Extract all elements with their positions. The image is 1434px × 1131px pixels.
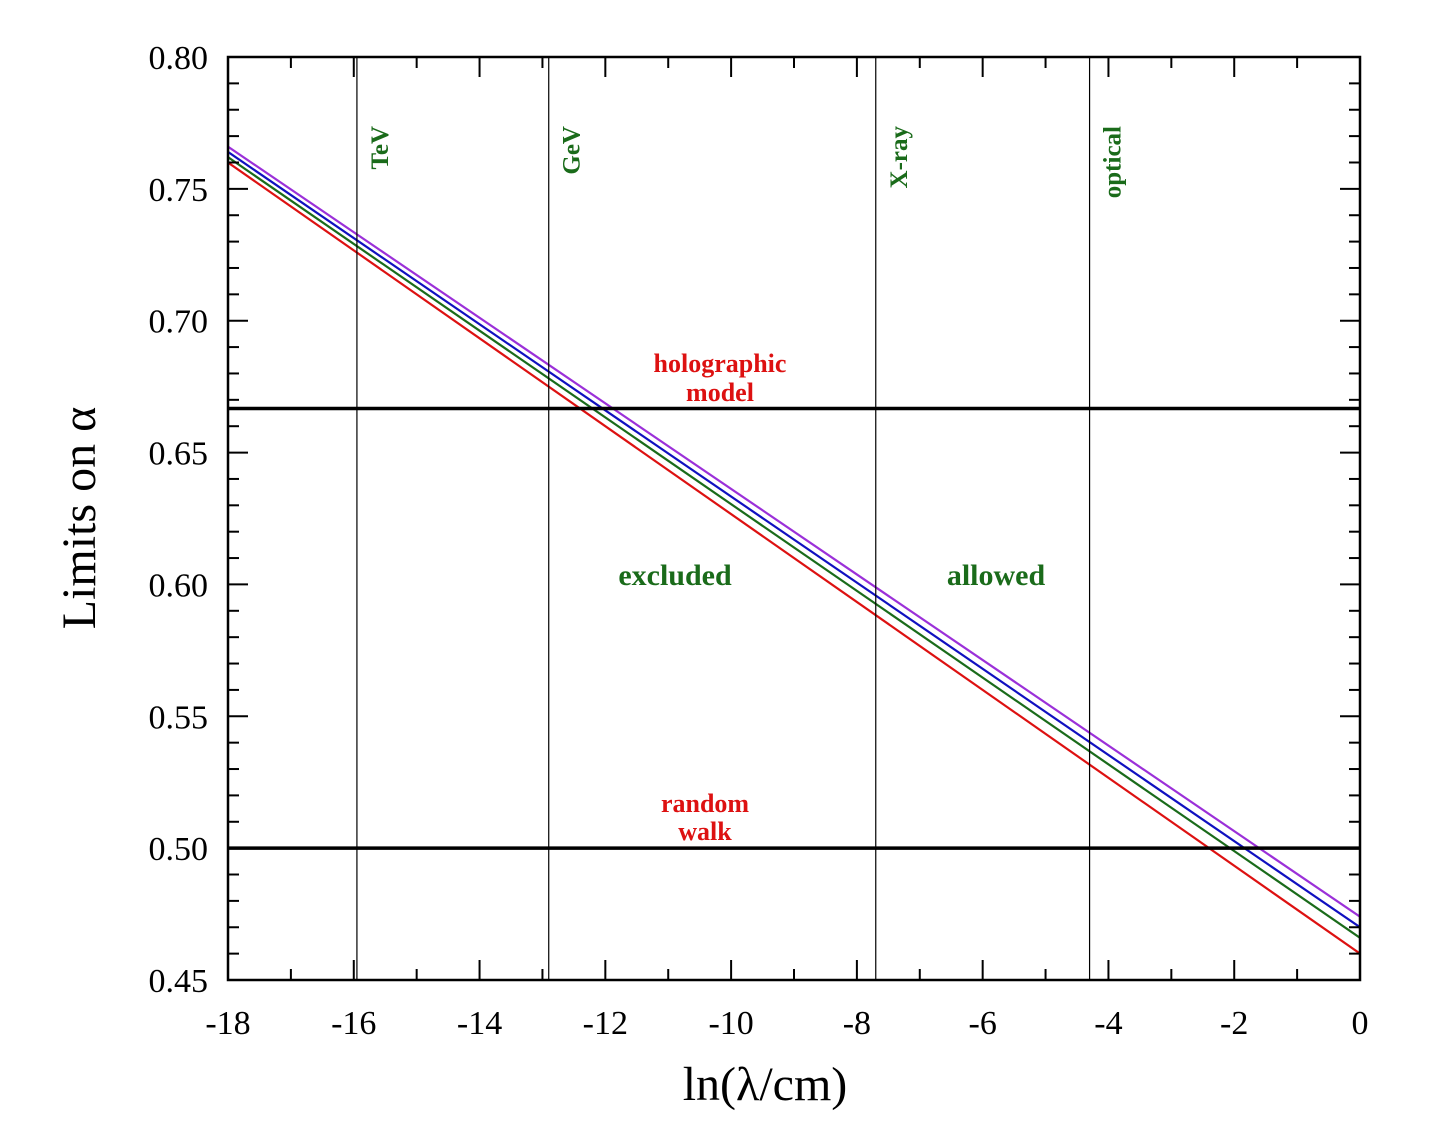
x-tick-label: -18 [205,1005,250,1042]
allowed-region-label: allowed [947,559,1046,592]
y-tick-label: 0.80 [149,40,209,77]
x-tick-label: -16 [331,1005,376,1042]
y-tick-label: 0.50 [149,831,209,868]
x-tick-label: -4 [1094,1005,1122,1042]
series-line-3 [228,156,1360,939]
y-tick-label: 0.75 [149,172,209,209]
excluded-region-label: excluded [618,559,732,592]
y-tick-label: 0.65 [149,436,209,473]
x-tick-label: -8 [843,1005,871,1042]
x-tick-label: 0 [1352,1005,1369,1042]
x-tick-label: -12 [583,1005,628,1042]
series-line-4 [228,161,1360,955]
holographic-label-line2: model [686,378,754,407]
x-tick-label: -6 [969,1005,997,1042]
x-tick-label: -14 [457,1005,502,1042]
holographic-label-line1: holographic [654,349,787,378]
x-tick-label: -2 [1220,1005,1248,1042]
x-axis-title: ln(λ/cm) [683,1058,848,1111]
y-tick-label: 0.55 [149,699,209,736]
band-label-tev: TeV [367,126,394,170]
random-walk-label-line2: walk [678,817,732,846]
series-line-2 [228,151,1360,929]
band-label-x-ray: X-ray [886,126,913,189]
plot-frame [226,55,1362,982]
series-line-1 [228,145,1360,918]
x-tick-label: -10 [708,1005,753,1042]
y-axis-title: Limits on α [53,407,106,630]
band-label-optical: optical [1100,126,1127,198]
y-tick-label: 0.60 [149,567,209,604]
random-walk-label-line1: random [661,789,749,818]
y-tick-label: 0.45 [149,963,209,1000]
band-label-gev: GeV [559,126,586,175]
y-tick-label: 0.70 [149,304,209,341]
